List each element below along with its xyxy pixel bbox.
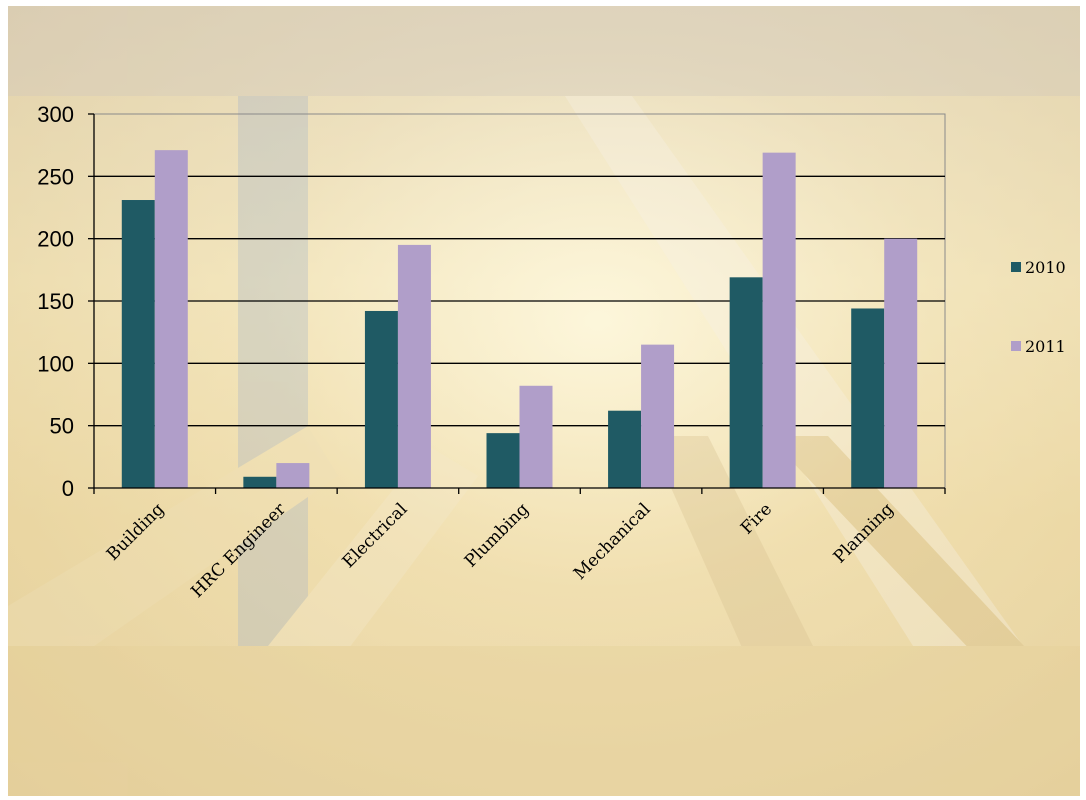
legend-label-2011: 2011 [1025, 337, 1066, 356]
y-tick-label: 250 [37, 164, 74, 189]
bar-2011-building [154, 150, 188, 489]
y-tick-label: 100 [37, 351, 74, 376]
bar-chart: 0 50 100 150 200 250 300 Building HRC Engineer E… [37, 102, 1066, 602]
x-category-label: Electrical [339, 499, 412, 572]
y-tick-label: 200 [37, 227, 74, 252]
legend-swatch-2011 [1011, 341, 1021, 351]
legend-label-2010: 2010 [1025, 258, 1066, 277]
x-category-label: Plumbing [461, 499, 533, 571]
legend: 2010 2011 [1011, 258, 1066, 356]
bar-2011-mechanical [641, 344, 675, 488]
bar-2010-plumbing [486, 433, 520, 488]
y-tick-label: 300 [37, 102, 74, 127]
bar-2011-hrc-engineer [276, 463, 310, 488]
bar-2010-planning [851, 308, 885, 488]
bar-2010-hrc-engineer [243, 476, 277, 488]
bar-2010-electrical [364, 310, 398, 488]
legend-swatch-2010 [1011, 262, 1021, 272]
x-category-label: Planning [830, 499, 898, 567]
bar-2011-electrical [397, 244, 431, 488]
bar-2011-fire [762, 152, 796, 488]
y-axis-tick-labels: 0 50 100 150 200 250 300 [37, 102, 74, 501]
bar-2011-planning [884, 238, 918, 488]
x-category-label: Fire [737, 499, 776, 538]
slide-background: 0 50 100 150 200 250 300 Building HRC Engineer E… [8, 6, 1080, 796]
bar-series [121, 150, 918, 489]
axes [88, 113, 946, 494]
bar-2010-mechanical [608, 410, 642, 488]
x-category-label: Mechanical [570, 499, 655, 584]
bar-2011-plumbing [519, 385, 553, 488]
y-tick-label: 0 [62, 476, 74, 501]
x-category-label: Building [103, 499, 168, 564]
x-category-label: HRC Engineer [187, 499, 290, 602]
y-tick-label: 50 [50, 414, 74, 439]
bar-2010-building [121, 200, 155, 488]
x-axis-category-labels: Building HRC Engineer Electrical Plumbing Me… [103, 499, 898, 602]
bar-2010-fire [729, 277, 763, 488]
y-tick-label: 150 [37, 289, 74, 314]
